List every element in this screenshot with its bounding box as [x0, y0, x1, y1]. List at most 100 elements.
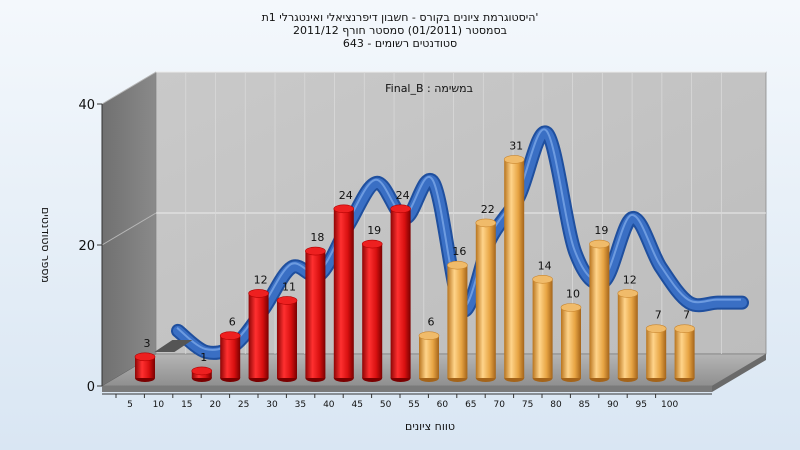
data-label: 7: [655, 309, 662, 322]
bar: [191, 366, 213, 382]
bar-cap: [219, 331, 241, 341]
x-tick-label: 35: [295, 400, 306, 410]
chart-title-line-3: סטודנטים רשומים - 643: [342, 37, 458, 50]
bar-cap: [305, 246, 326, 256]
bar-body: [135, 356, 155, 378]
x-tick-label: 75: [522, 400, 533, 410]
x-tick-label: 10: [153, 400, 165, 410]
bar-cap: [248, 289, 269, 298]
data-label: 16: [452, 245, 466, 258]
data-label: 22: [481, 203, 495, 216]
x-tick-label: 30: [266, 400, 278, 410]
bar-body: [532, 279, 553, 378]
chart-title-line-2: בסמסטר (01/2011) סמסטר חורף 2011/12: [293, 24, 507, 37]
data-label: 1: [200, 351, 207, 364]
bar-body: [362, 244, 383, 378]
bar-body: [447, 265, 468, 378]
bar: [134, 352, 156, 382]
bar-cap: [503, 155, 525, 164]
data-label: 24: [339, 189, 353, 202]
bar-body: [561, 307, 581, 378]
data-label: 19: [367, 224, 381, 237]
bar: [361, 239, 383, 382]
bar-cap: [560, 303, 582, 312]
x-tick-label: 100: [661, 400, 678, 410]
x-tick-label: 85: [579, 400, 590, 410]
bar: [674, 324, 695, 382]
x-tick-label: 50: [380, 400, 392, 410]
chart-title-line-1: היסטוגרמת ציונים בקורס - חשבון דיפרנציאל…: [261, 11, 539, 24]
bar-body: [390, 208, 411, 378]
data-label: 24: [396, 189, 410, 202]
bar-cap: [645, 324, 667, 333]
bar-body: [504, 159, 525, 378]
bar-body: [674, 328, 695, 378]
y-axis-label: מספר סטודנטים: [39, 207, 52, 283]
bar-body: [646, 328, 667, 378]
data-label: 12: [254, 273, 268, 286]
bar-cap: [134, 352, 156, 362]
data-label: 14: [538, 259, 552, 272]
bar-body: [220, 335, 241, 378]
bar: [276, 296, 298, 382]
bar-cap: [333, 204, 355, 214]
bar: [645, 324, 667, 382]
bar: [475, 218, 497, 382]
x-axis-label: טווח ציונים: [405, 420, 455, 433]
bar: [390, 204, 411, 382]
data-label: 6: [229, 316, 236, 329]
gridline-side: [101, 212, 157, 246]
data-label: 3: [144, 337, 151, 350]
bar-body: [475, 222, 496, 378]
bar-cap: [447, 260, 468, 270]
data-label: 31: [509, 139, 523, 152]
bar-body: [589, 244, 610, 378]
bar: [219, 331, 241, 382]
y-tick-label: 20: [78, 239, 95, 254]
bar-cap: [674, 324, 695, 333]
x-tick-label: 5: [127, 400, 133, 410]
bar-body: [419, 335, 439, 378]
y-tick-label: 0: [87, 380, 95, 395]
bar-cap: [276, 296, 298, 305]
bar: [503, 155, 525, 382]
x-tick-label: 70: [493, 400, 505, 410]
x-tick-label: 60: [437, 400, 449, 410]
data-label: 19: [594, 224, 608, 237]
x-tick-label: 45: [351, 400, 362, 410]
data-label: 6: [428, 316, 435, 329]
bar: [589, 239, 610, 382]
axes: 0 20 40 5 10 15 20 25 30 35 40 45 50 55 60 65 70 75 80 85 90…: [78, 98, 712, 410]
bar-body: [248, 293, 269, 378]
x-tick-label: 90: [607, 400, 619, 410]
bar-cap: [617, 289, 639, 298]
data-label: 12: [623, 273, 637, 286]
x-tick-label: 55: [408, 400, 419, 410]
y-tick-label: 40: [78, 98, 95, 113]
bar-body: [305, 251, 326, 378]
bar-cap: [361, 239, 383, 249]
chart-subtitle: Final_B : במשימה: [385, 82, 473, 95]
bar: [333, 204, 355, 382]
empty-bar-shadow: [154, 340, 193, 352]
gridline-side: [101, 71, 157, 105]
bar-cap: [475, 218, 497, 228]
x-tick-label: 95: [635, 400, 646, 410]
x-tick-label: 15: [181, 400, 192, 410]
bar: [248, 289, 269, 382]
bar-cap: [390, 204, 411, 214]
data-label: 11: [282, 280, 296, 293]
data-label: 18: [310, 231, 324, 244]
bar: [532, 274, 553, 382]
bar: [560, 303, 582, 382]
data-label: 10: [566, 288, 580, 301]
bar-cap: [589, 239, 610, 249]
x-tick-label: 40: [323, 400, 335, 410]
x-tick-label: 80: [550, 400, 562, 410]
floor-right-edge: [712, 354, 766, 392]
bar-cap: [532, 274, 553, 284]
bar-cap: [191, 366, 213, 376]
